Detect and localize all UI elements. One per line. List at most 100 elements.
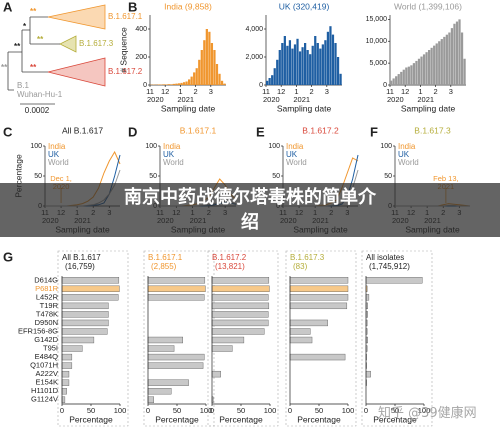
bar: [412, 63, 416, 85]
panel-frame: [57, 250, 129, 427]
bar: [304, 43, 307, 85]
panel-label: F: [370, 124, 378, 139]
category-label: P681R: [35, 284, 59, 293]
bar: [428, 50, 431, 85]
bar: [211, 319, 269, 327]
year-label: 2020: [263, 95, 280, 104]
bar: [430, 47, 433, 85]
bar: [298, 51, 302, 85]
category-label: A222V: [35, 369, 58, 378]
bar: [266, 80, 269, 85]
bar: [281, 43, 284, 85]
bar: [309, 54, 312, 85]
bar: [339, 73, 342, 85]
legend-label: UK: [48, 150, 60, 159]
y-tick-label: 50: [384, 173, 392, 180]
x-tick-label: 12: [161, 87, 169, 96]
legend-label: World: [48, 158, 69, 167]
tree: [7, 4, 106, 105]
bar: [443, 36, 446, 85]
y-tick-label: 400: [135, 26, 147, 33]
bar: [334, 43, 337, 85]
y-tick-label: 100: [145, 143, 157, 150]
bar: [210, 43, 214, 85]
bar: [331, 34, 335, 85]
x-tick-label: 100: [342, 406, 355, 415]
legend-label: UK: [398, 150, 410, 159]
bar: [288, 40, 292, 85]
bar: [273, 68, 276, 85]
bar: [405, 67, 408, 85]
panel-label: C: [3, 124, 13, 139]
bar: [289, 277, 349, 284]
year-label: 2020: [147, 95, 164, 104]
chart-title: B.1.617.1: [180, 125, 217, 135]
bar: [205, 29, 208, 85]
bar: [165, 84, 168, 85]
bar: [425, 52, 428, 85]
x-tick-label: 0: [364, 406, 368, 415]
bar: [314, 36, 317, 85]
bar: [402, 69, 405, 85]
bar: [395, 76, 398, 85]
x-axis-title: Percentage: [69, 414, 113, 424]
x-tick-label: 2: [434, 87, 438, 96]
bar: [286, 45, 289, 85]
bar: [61, 311, 109, 318]
bar: [177, 83, 181, 85]
category-label: G1124V: [31, 395, 58, 404]
category-label: G142D: [34, 335, 58, 344]
clade-label: B.1.617.3: [79, 39, 114, 48]
support-star: **: [14, 42, 21, 51]
category-label: H1101D: [31, 386, 59, 395]
bar: [147, 379, 189, 386]
y-tick-label: 2,000: [245, 54, 263, 61]
year-label: 2020: [387, 95, 404, 104]
chart-title: B.1.617.1: [148, 253, 183, 262]
bar: [147, 353, 205, 361]
bar: [172, 83, 176, 85]
bar: [422, 54, 426, 85]
bar: [220, 80, 224, 85]
bar: [311, 45, 314, 85]
year-label: 2021: [417, 95, 434, 104]
x-tick-label: 100: [418, 406, 431, 415]
bar: [61, 379, 70, 386]
bar: [415, 60, 418, 85]
panel-label: D: [128, 124, 137, 139]
category-label: T478K: [36, 309, 58, 318]
year-label: 2021: [293, 95, 310, 104]
y-tick-label: 15,000: [366, 16, 388, 23]
bar: [390, 80, 393, 85]
bar: [407, 66, 410, 85]
bar: [147, 285, 206, 292]
chart-title: B.1.617.3: [414, 125, 451, 135]
bar: [400, 71, 403, 85]
bar: [203, 40, 206, 85]
tree-branches: [7, 16, 60, 91]
panel-frame: [207, 250, 279, 427]
chart-subtitle: (83): [293, 262, 308, 271]
bar: [291, 48, 294, 85]
bar: [147, 345, 175, 352]
chart-title: UK (320,419): [279, 1, 330, 11]
x-tick-label: 50: [315, 406, 323, 415]
chart-subtitle: (16,759): [65, 262, 95, 271]
x-tick-label: 0: [146, 406, 150, 415]
bar: [180, 82, 183, 85]
chart-title: B.1.617.2: [302, 125, 339, 135]
chart-title: B.1.617.2: [212, 253, 247, 262]
x-tick-label: 50: [391, 406, 399, 415]
legend-label: India: [163, 142, 181, 151]
x-tick-label: 2: [310, 87, 314, 96]
bar: [417, 58, 421, 85]
x-tick-label: 12: [401, 87, 409, 96]
bar: [324, 40, 327, 85]
bar: [162, 84, 165, 85]
clade-label: Wuhan-Hu-1: [17, 90, 63, 99]
bar: [211, 311, 269, 318]
bar: [147, 388, 172, 395]
y-tick-label: 0: [143, 82, 147, 89]
bar: [61, 396, 66, 403]
